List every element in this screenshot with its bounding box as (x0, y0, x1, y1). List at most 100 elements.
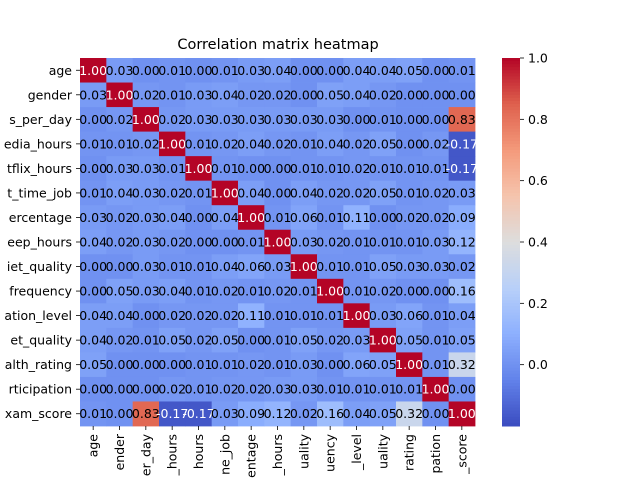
cell-value-label: 0.01 (290, 284, 318, 299)
cell-value-label: 0.02 (211, 284, 239, 299)
cell-value-label: 0.02 (106, 210, 134, 225)
cell-value-label: 1.00 (290, 259, 318, 274)
colorbar-segment (502, 294, 520, 298)
heatmap-cell (159, 278, 186, 304)
cell-value-label: 0.02 (448, 259, 476, 274)
cell-value-label: 0.01 (264, 333, 292, 348)
cell-value-label: 0.00 (185, 235, 213, 250)
heatmap-cell (317, 401, 344, 427)
colorbar-segment (502, 171, 520, 176)
colorbar-segment (502, 275, 520, 280)
cell-value-label: 0.02 (106, 333, 134, 348)
colorbar-segment (502, 88, 520, 93)
cell-value-label: 0.04 (211, 87, 239, 102)
cell-value-label: 0.01 (343, 284, 371, 299)
cell-value-label: 0.01 (290, 161, 318, 176)
colorbar-segment (502, 64, 520, 68)
heatmap-cell (132, 327, 160, 353)
cell-value-label: 0.01 (369, 112, 397, 127)
cell-value-label: -0.17 (446, 161, 478, 176)
chart-title: Correlation matrix heatmap (177, 37, 378, 53)
heatmap-cell (317, 229, 344, 255)
cell-value-label: 0.00 (132, 382, 160, 397)
y-tick-label: t_time_job (7, 185, 72, 200)
colorbar-segment (502, 330, 520, 335)
y-axis: age gender s_per_day edia_hours tflix_hourst… (4, 63, 80, 421)
cell-value-label: 0.01 (79, 406, 107, 421)
heatmap-cell (80, 352, 107, 378)
colorbar-segment (502, 58, 520, 62)
x-axis: age ender er_day _hours hours ne_job entage _ho… (86, 426, 469, 478)
cell-value-label: 0.02 (316, 333, 344, 348)
colorbar-segment (502, 407, 520, 412)
cell-value-label: 0.05 (395, 333, 423, 348)
heatmap-cell (159, 229, 186, 255)
cell-value-label: 1.00 (448, 406, 476, 421)
colorbar-segment (502, 380, 520, 384)
colorbar-segment (502, 306, 520, 310)
colorbar-segment (502, 119, 520, 123)
heatmap-cell (422, 180, 450, 206)
cell-value-label: 0.05 (369, 259, 397, 274)
heatmap-cell (396, 205, 423, 231)
heatmap-cell (264, 180, 292, 206)
heatmap-cell (80, 131, 107, 157)
cell-value-label: 0.03 (79, 87, 107, 102)
cell-value-label: 0.03 (237, 112, 265, 127)
heatmap-cell (132, 131, 160, 157)
cell-value-label: 0.00 (290, 87, 318, 102)
heatmap-cell (396, 376, 423, 402)
heatmap-cell (238, 82, 265, 108)
heatmap-cell (132, 107, 160, 132)
heatmap-cell (396, 156, 423, 182)
heatmap-cell (185, 156, 213, 182)
heatmap-cell (317, 82, 344, 108)
heatmap-cell (238, 229, 265, 255)
cell-value-label: 0.01 (264, 210, 292, 225)
cell-value-label: 0.01 (448, 63, 476, 78)
heatmap-cell (238, 131, 265, 157)
heatmap-cell (211, 229, 239, 255)
heatmap-cell (396, 131, 423, 157)
cell-value-label: 0.01 (290, 136, 318, 151)
y-tick-label: eep_hours (7, 235, 72, 250)
cell-value-label: 1.00 (211, 185, 239, 200)
heatmap-cell (80, 254, 107, 280)
heatmap-cell (185, 401, 213, 427)
cell-value-label: 0.01 (185, 382, 213, 397)
heatmap-cell (211, 131, 239, 157)
colorbar-segment (502, 349, 520, 353)
heatmap-cell (80, 376, 107, 402)
heatmap-cell (422, 401, 450, 427)
cell-value-label: 0.00 (422, 112, 450, 127)
heatmap-cell (369, 82, 397, 108)
heatmap-cell (211, 327, 239, 353)
cell-value-label: 0.00 (132, 63, 160, 78)
cell-value-label: 0.05 (79, 357, 107, 372)
cell-value-label: 0.00 (422, 284, 450, 299)
colorbar-segment (502, 76, 520, 80)
heatmap-cell (132, 376, 160, 402)
x-tick-label: uality (375, 433, 390, 468)
cell-value-label: 0.03 (132, 284, 160, 299)
colorbar-segment (502, 159, 520, 163)
cell-value-label: 0.02 (237, 382, 265, 397)
cell-value-label: 0.01 (132, 333, 160, 348)
colorbar-segment (502, 73, 520, 77)
cell-value-label: 0.05 (290, 333, 318, 348)
x-tick-label: _score (454, 434, 469, 475)
heatmap-cell (159, 376, 186, 402)
heatmap-cell (211, 303, 239, 329)
heatmap-cell (264, 229, 292, 255)
colorbar-segment (502, 248, 520, 252)
cell-value-label: 0.02 (422, 185, 450, 200)
cell-value-label: 0.01 (395, 235, 423, 250)
y-tick-label: gender (28, 87, 73, 102)
heatmap-cell (264, 58, 292, 83)
y-tick-label: tflix_hours (7, 161, 72, 176)
heatmap-cell (290, 58, 318, 83)
cell-value-label: 1.00 (316, 284, 344, 299)
colorbar-segment (502, 196, 520, 200)
cell-value-label: 1.00 (132, 112, 160, 127)
heatmap-cell (396, 82, 423, 108)
